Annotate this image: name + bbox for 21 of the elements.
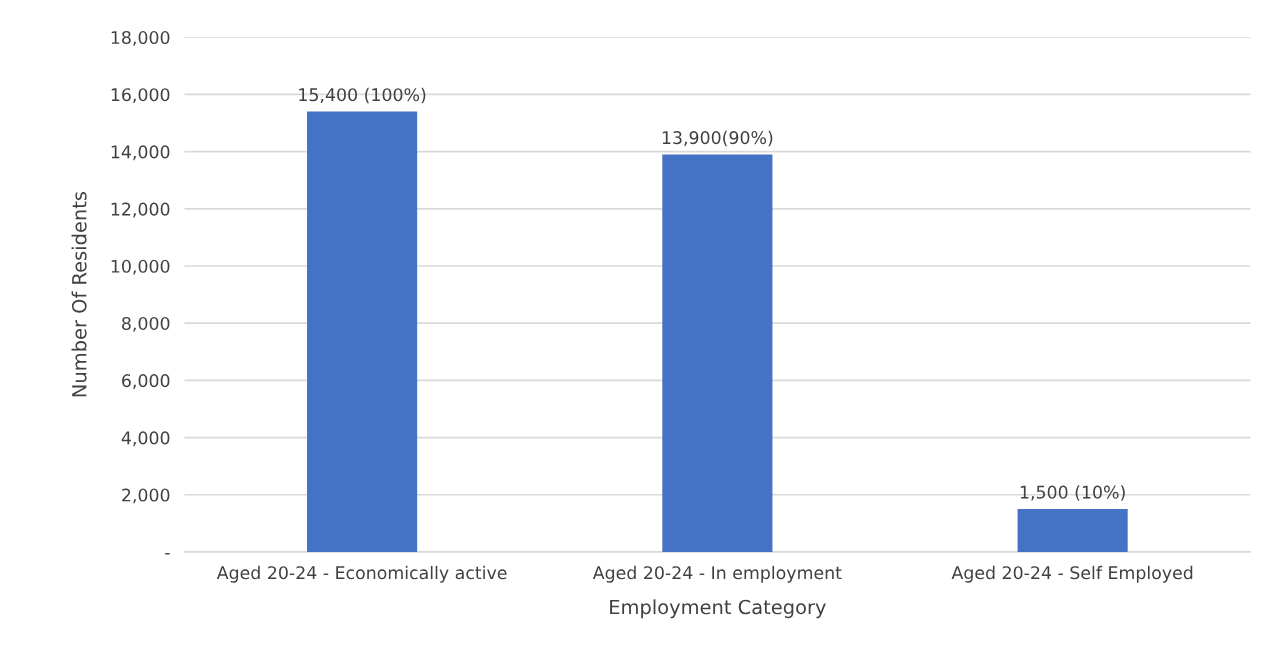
y-tick-label: 12,000 xyxy=(111,202,170,218)
y-tick-label: - xyxy=(165,553,170,555)
bar xyxy=(307,111,418,552)
bar xyxy=(662,154,773,552)
y-tick-label: 10,000 xyxy=(111,259,170,275)
y-tick-label: 14,000 xyxy=(111,145,170,161)
x-tick-label: Aged 20-24 - Economically active xyxy=(216,565,507,583)
y-tick-label: 4,000 xyxy=(121,431,170,447)
data-label: 1,500 (10%) xyxy=(1020,485,1125,501)
data-label: 13,900(90%) xyxy=(662,130,773,147)
y-tick-label: 2,000 xyxy=(122,488,170,504)
bar xyxy=(1017,509,1128,552)
x-axis-title: Employment Category xyxy=(610,599,826,619)
y-axis-title: Number Of Residents xyxy=(71,191,87,397)
data-label: 15,400 (100%) xyxy=(299,87,426,104)
x-tick-label: Aged 20-24 - In employment xyxy=(592,565,842,583)
x-tick-label: Aged 20-24 - Self Employed xyxy=(951,565,1193,583)
y-tick-label: 8,000 xyxy=(122,316,170,332)
y-tick-label: 6,000 xyxy=(122,374,170,389)
y-tick-label: 18,000 xyxy=(111,30,170,46)
y-tick-label: 16,000 xyxy=(111,88,170,104)
